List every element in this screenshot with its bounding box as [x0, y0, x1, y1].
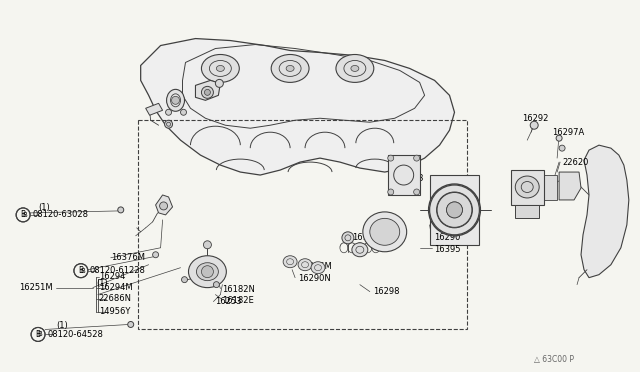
Text: 08120-64528: 08120-64528	[47, 330, 103, 339]
Ellipse shape	[298, 259, 312, 271]
Polygon shape	[195, 80, 220, 100]
Ellipse shape	[370, 218, 400, 245]
Ellipse shape	[352, 243, 368, 257]
Ellipse shape	[515, 176, 539, 198]
Ellipse shape	[336, 54, 374, 82]
Circle shape	[202, 86, 213, 98]
Polygon shape	[146, 103, 163, 115]
Polygon shape	[544, 175, 557, 200]
Text: 16293: 16293	[397, 173, 423, 183]
Polygon shape	[515, 205, 539, 218]
Text: 08120-63028: 08120-63028	[32, 211, 88, 219]
Text: △ 63C00 P: △ 63C00 P	[534, 355, 574, 364]
Circle shape	[128, 321, 134, 327]
Text: 08120-61228: 08120-61228	[90, 266, 146, 275]
Ellipse shape	[311, 262, 325, 274]
Circle shape	[413, 189, 420, 195]
Circle shape	[182, 277, 188, 283]
Polygon shape	[559, 172, 581, 200]
Text: 16395M: 16395M	[298, 262, 332, 271]
Text: 16292: 16292	[522, 114, 548, 123]
Text: 16253: 16253	[216, 297, 242, 306]
Text: 16182E: 16182E	[222, 296, 254, 305]
Text: 16395: 16395	[435, 245, 461, 254]
Circle shape	[204, 89, 211, 95]
Ellipse shape	[271, 54, 309, 82]
Polygon shape	[388, 155, 420, 195]
Text: 14956Y: 14956Y	[99, 307, 130, 316]
Ellipse shape	[436, 192, 472, 228]
Polygon shape	[429, 175, 479, 245]
Circle shape	[204, 241, 211, 249]
Circle shape	[180, 109, 186, 115]
Text: 22620: 22620	[562, 158, 588, 167]
Text: B: B	[35, 330, 40, 339]
Circle shape	[413, 155, 420, 161]
Ellipse shape	[351, 65, 359, 71]
Ellipse shape	[429, 185, 479, 235]
Text: 16297A: 16297A	[552, 128, 584, 137]
Circle shape	[556, 135, 562, 141]
Circle shape	[388, 189, 394, 195]
Circle shape	[559, 145, 565, 151]
Circle shape	[166, 109, 172, 115]
Circle shape	[164, 120, 173, 128]
Circle shape	[172, 96, 180, 104]
Text: 16376M: 16376M	[111, 253, 145, 262]
Text: (1): (1)	[96, 279, 108, 288]
Circle shape	[342, 232, 354, 244]
Ellipse shape	[166, 89, 184, 111]
Text: 16298: 16298	[373, 287, 399, 296]
Text: 16182F: 16182F	[352, 233, 383, 242]
Circle shape	[530, 121, 538, 129]
Circle shape	[213, 282, 220, 288]
Text: (1): (1)	[38, 203, 50, 212]
Ellipse shape	[429, 184, 481, 236]
Circle shape	[159, 202, 168, 210]
Text: 16182N: 16182N	[222, 285, 255, 294]
Text: B: B	[78, 266, 83, 275]
Text: 16290M: 16290M	[435, 221, 468, 230]
Ellipse shape	[189, 256, 227, 288]
Ellipse shape	[286, 65, 294, 71]
Ellipse shape	[216, 65, 225, 71]
Ellipse shape	[447, 202, 463, 218]
Ellipse shape	[196, 263, 218, 280]
Circle shape	[202, 266, 213, 278]
Text: (1): (1)	[56, 321, 68, 330]
Text: B: B	[23, 212, 28, 218]
Ellipse shape	[363, 212, 406, 252]
Text: 16294M: 16294M	[99, 283, 132, 292]
Circle shape	[388, 155, 394, 161]
Text: 16290N: 16290N	[298, 274, 331, 283]
Text: 16294: 16294	[99, 272, 125, 281]
Text: 22686N: 22686N	[99, 294, 132, 303]
Polygon shape	[581, 145, 629, 278]
Polygon shape	[511, 170, 544, 205]
Circle shape	[447, 202, 463, 218]
Text: 16290: 16290	[435, 233, 461, 242]
Ellipse shape	[283, 256, 297, 268]
Text: B: B	[20, 211, 26, 219]
Circle shape	[216, 79, 223, 87]
Text: 16251M: 16251M	[19, 283, 52, 292]
Circle shape	[152, 252, 159, 258]
Circle shape	[118, 207, 124, 213]
Text: B: B	[81, 268, 85, 274]
Polygon shape	[156, 195, 173, 215]
Polygon shape	[141, 39, 454, 175]
Text: B: B	[38, 331, 42, 337]
Ellipse shape	[202, 54, 239, 82]
